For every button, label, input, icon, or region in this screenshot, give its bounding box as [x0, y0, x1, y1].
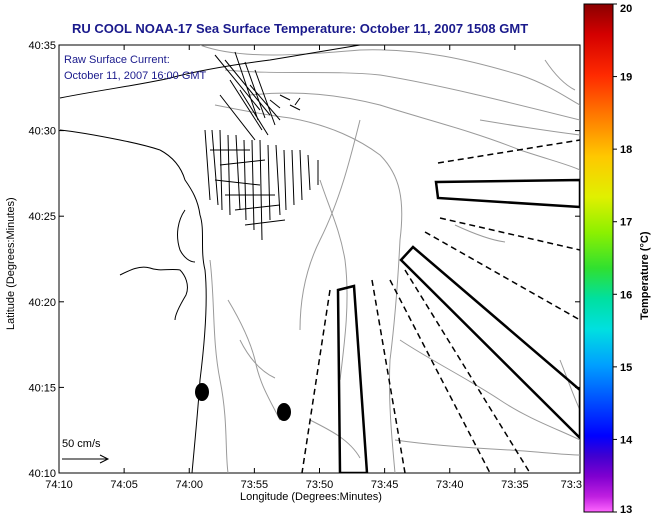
colorbar-tick-label: 19 [620, 72, 632, 84]
region-box-1 [434, 178, 580, 209]
radar-regions [301, 139, 580, 473]
colorbar-tick-label: 16 [620, 289, 632, 301]
plot-frame [58, 44, 581, 474]
region-box-2 [399, 245, 580, 440]
station-marker-1 [195, 383, 209, 401]
colorbar-tick-label: 15 [620, 362, 632, 374]
y-tick-label: 40:20 [28, 297, 56, 309]
colorbar-ticks: 20 19 18 17 16 15 14 13 [613, 3, 633, 516]
y-tick-label: 40:25 [28, 211, 56, 223]
y-tick-label: 40:35 [28, 40, 56, 52]
scale-arrow-icon [62, 454, 110, 464]
x-tick-label: 74:00 [175, 479, 203, 491]
colorbar-tick-label: 20 [620, 3, 632, 15]
surface-current-vectors [204, 51, 319, 241]
figure-title: RU COOL NOAA-17 Sea Surface Temperature:… [72, 21, 528, 36]
scale-label: 50 cm/s [62, 438, 101, 450]
x-tick-label: 73:45 [371, 479, 399, 491]
region-box-3 [336, 284, 369, 473]
x-tick-label: 74:10 [45, 479, 73, 491]
colorbar [583, 3, 614, 513]
y-axis-label: Latitude (Degrees:Minutes) [5, 197, 17, 330]
colorbar-label: Temperature (°C) [639, 231, 651, 320]
y-tick-label: 40:10 [28, 468, 56, 480]
colorbar-tick-label: 17 [620, 217, 632, 229]
station-marker-2 [277, 403, 291, 421]
annotation-line-1: Raw Surface Current: [64, 54, 170, 66]
y-axis-ticks: 40:35 40:30 40:25 40:20 40:15 40:10 [28, 40, 580, 480]
x-axis-ticks: 74:10 74:05 74:00 73:55 73:50 73:45 73:40 73:35… [45, 45, 582, 491]
colorbar-tick-label: 18 [620, 144, 632, 156]
x-tick-label: 73:35 [501, 479, 529, 491]
x-tick-label: 73:40 [436, 479, 464, 491]
x-tick-label: 73:3 [561, 479, 582, 491]
colorbar-tick-label: 14 [620, 434, 633, 446]
x-axis-label: Longitude (Degrees:Minutes) [240, 491, 382, 503]
x-tick-label: 74:05 [110, 479, 138, 491]
y-tick-label: 40:30 [28, 126, 56, 138]
x-tick-label: 73:55 [241, 479, 269, 491]
annotation-line-2: October 11, 2007 16:00 GMT [64, 70, 207, 82]
x-tick-label: 73:50 [306, 479, 334, 491]
y-tick-label: 40:15 [28, 382, 56, 394]
colorbar-tick-label: 13 [620, 504, 632, 516]
